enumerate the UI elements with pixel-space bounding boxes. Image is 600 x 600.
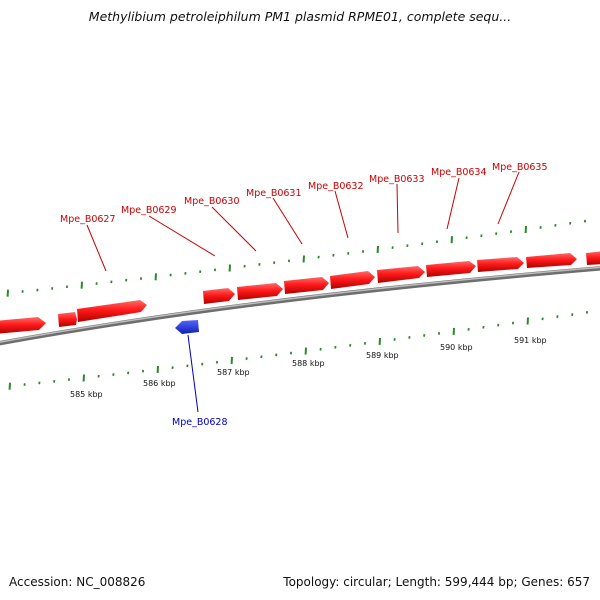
leader-mpe-b0629	[148, 215, 216, 257]
gene-label-mpe-b0633[interactable]: Mpe_B0633	[369, 174, 425, 185]
gene-arrow-mpe-b0630[interactable]	[203, 288, 235, 304]
accession-text: Accession: NC_008826	[9, 575, 146, 589]
gene-arrow-mpe-b0635[interactable]	[426, 261, 476, 277]
scale-label: 589 kbp	[366, 351, 399, 360]
leader-mpe-b0631	[272, 197, 303, 245]
gene-arrow-prev[interactable]	[0, 317, 46, 334]
upper-tick-ruler	[6, 219, 587, 297]
leader-mpe-b0630	[211, 206, 257, 252]
scale-label: 591 kbp	[514, 336, 547, 345]
gene-features	[0, 251, 600, 334]
backbone-highlight	[0, 266, 600, 343]
gene-label-mpe-b0629[interactable]: Mpe_B0629	[121, 205, 177, 216]
gene-labels: Mpe_B0627 Mpe_B0629 Mpe_B0630 Mpe_B0631 …	[60, 162, 548, 428]
gene-arrow-mpe-b0629[interactable]	[77, 300, 147, 322]
backbone-strand	[0, 266, 600, 346]
leader-mpe-b0635	[497, 171, 520, 225]
scale-labels: 585 kbp 586 kbp 587 kbp 588 kbp 589 kbp …	[70, 336, 547, 399]
leader-mpe-b0632	[334, 190, 349, 239]
gene-arrow-mpe-b0634[interactable]	[377, 266, 425, 283]
gene-label-mpe-b0627[interactable]: Mpe_B0627	[60, 214, 116, 225]
leader-mpe-b0628	[187, 334, 199, 413]
gene-arrow-next-2[interactable]	[526, 253, 577, 268]
scale-label: 586 kbp	[143, 379, 176, 388]
leader-mpe-b0633	[396, 183, 399, 234]
lower-tick-ruler	[8, 310, 589, 390]
scale-label: 590 kbp	[440, 343, 473, 352]
gene-arrow-next-1[interactable]	[477, 257, 524, 272]
scale-label: 585 kbp	[70, 390, 103, 399]
gene-arrow-mpe-b0631[interactable]	[237, 283, 283, 300]
scale-label: 587 kbp	[217, 368, 250, 377]
gene-label-mpe-b0634[interactable]: Mpe_B0634	[431, 167, 487, 178]
label-leaders	[86, 171, 520, 413]
summary-text: Topology: circular; Length: 599,444 bp; …	[283, 575, 590, 589]
gene-arrow-mpe-b0628[interactable]	[175, 320, 199, 334]
scale-label: 588 kbp	[292, 359, 325, 368]
gene-label-mpe-b0632[interactable]: Mpe_B0632	[308, 181, 364, 192]
gene-arrow-mpe-b0633[interactable]	[330, 271, 375, 289]
gene-label-mpe-b0630[interactable]: Mpe_B0630	[184, 196, 240, 207]
gene-label-mpe-b0628[interactable]: Mpe_B0628	[172, 417, 228, 428]
gene-label-mpe-b0631[interactable]: Mpe_B0631	[246, 188, 302, 199]
leader-mpe-b0627	[86, 224, 107, 272]
map-title: Methylibium petroleiphilum PM1 plasmid R…	[88, 9, 512, 24]
leader-mpe-b0634	[446, 177, 460, 230]
gene-arrow-next-3[interactable]	[586, 251, 600, 265]
gene-arrow-mpe-b0632[interactable]	[284, 277, 329, 294]
gene-arrow-mpe-b0627[interactable]	[58, 312, 77, 327]
gene-label-mpe-b0635[interactable]: Mpe_B0635	[492, 162, 548, 173]
